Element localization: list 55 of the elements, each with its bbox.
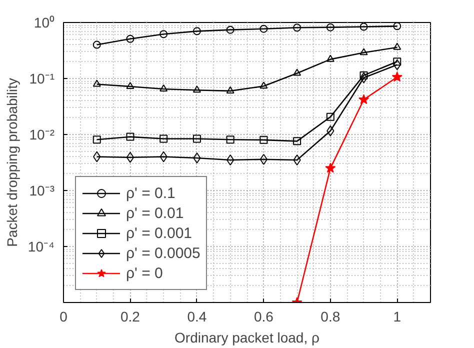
x-tick-label: 0.2	[120, 308, 140, 324]
x-axis-title: Ordinary packet load, ρ	[174, 330, 320, 346]
point	[325, 162, 336, 173]
point	[393, 42, 402, 50]
point	[192, 27, 201, 36]
point	[260, 136, 268, 144]
x-tick-label: 0.4	[187, 308, 207, 324]
point	[326, 112, 334, 121]
point	[92, 80, 101, 87]
point	[160, 30, 168, 38]
point	[92, 136, 101, 144]
point	[192, 134, 201, 143]
point	[126, 152, 134, 163]
y-tick-label: 10⁻³	[29, 182, 55, 198]
x-tick-label: 0.6	[254, 308, 274, 324]
point	[260, 24, 268, 33]
point	[326, 54, 334, 62]
legend-label: ρ' = 0.01	[126, 204, 184, 222]
point	[358, 94, 370, 104]
y-axis-title: Packet dropping probability	[4, 78, 20, 247]
point	[160, 134, 168, 143]
point	[326, 23, 334, 32]
point	[360, 48, 368, 56]
point	[360, 22, 368, 31]
point	[226, 26, 234, 34]
point	[392, 72, 402, 82]
point	[126, 34, 134, 43]
y-tick-label: 10⁻²	[29, 126, 55, 142]
point	[160, 84, 168, 92]
point	[260, 82, 268, 89]
point	[293, 68, 302, 76]
point	[226, 154, 234, 166]
point	[293, 24, 302, 32]
x-tick-label: 0	[60, 308, 68, 324]
legend-label: ρ' = 0	[126, 264, 163, 282]
point	[393, 22, 402, 30]
point	[192, 86, 201, 93]
legend-label: ρ' = 0.1	[126, 184, 176, 202]
point	[360, 72, 368, 84]
point	[226, 136, 234, 144]
legend-label: ρ' = 0.001	[126, 224, 192, 242]
legend-label: ρ' = 0.0005	[126, 244, 200, 262]
y-tick-label: 10⁰	[34, 14, 55, 30]
x-tick-label: 1	[393, 308, 402, 324]
point	[126, 82, 134, 90]
point	[126, 132, 134, 141]
point	[360, 71, 368, 80]
y-tick-label: 10⁻¹	[29, 70, 55, 86]
point	[260, 154, 268, 165]
x-tick-label: 0.8	[320, 308, 340, 324]
point	[293, 137, 302, 146]
point	[393, 58, 402, 66]
point	[92, 40, 101, 49]
point	[226, 86, 234, 94]
y-tick-label: 10⁻⁴	[28, 238, 55, 254]
